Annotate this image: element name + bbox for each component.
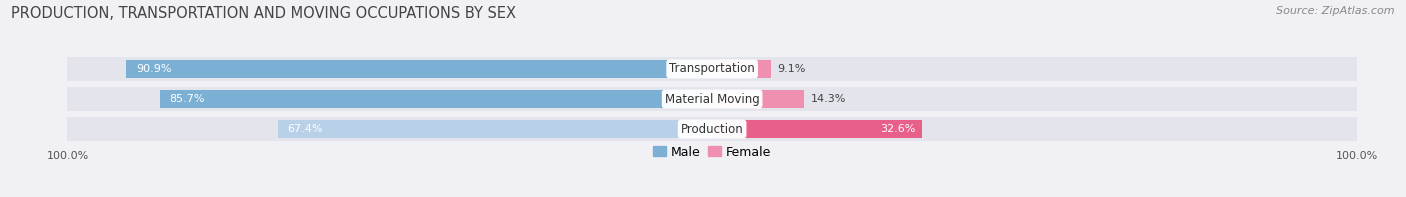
Text: 85.7%: 85.7% (169, 94, 205, 104)
Bar (67, 57, 1357, 81)
Bar (67, 87, 1357, 111)
Bar (67, 117, 1357, 141)
Text: 9.1%: 9.1% (778, 64, 806, 74)
Bar (711, 90, 804, 108)
Text: PRODUCTION, TRANSPORTATION AND MOVING OCCUPATIONS BY SEX: PRODUCTION, TRANSPORTATION AND MOVING OC… (11, 6, 516, 21)
Text: Transportation: Transportation (669, 62, 755, 75)
Bar (711, 60, 770, 78)
Bar (127, 60, 711, 78)
Text: Material Moving: Material Moving (665, 93, 759, 106)
Bar (277, 120, 711, 138)
Bar (160, 90, 711, 108)
Text: 67.4%: 67.4% (287, 124, 323, 134)
Text: 14.3%: 14.3% (811, 94, 846, 104)
Text: 32.6%: 32.6% (880, 124, 915, 134)
Legend: Male, Female: Male, Female (648, 141, 776, 164)
Text: 90.9%: 90.9% (136, 64, 172, 74)
Bar (711, 120, 922, 138)
Text: Source: ZipAtlas.com: Source: ZipAtlas.com (1277, 6, 1395, 16)
Text: Production: Production (681, 123, 744, 136)
